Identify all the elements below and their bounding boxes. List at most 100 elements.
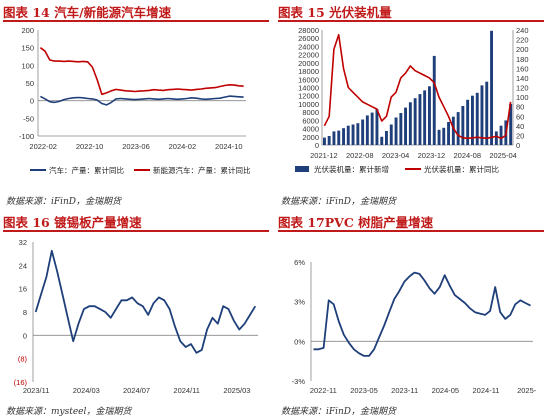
y-tick-label: 12000: [298, 92, 319, 101]
bar: [499, 125, 503, 145]
chart-panel-tinplate: 图表 16 镀锡板产量增速 32 24 16 8 0 (8) (16) 2023/11 2024…: [0, 210, 275, 419]
x-tick-label: 2023-05: [350, 386, 378, 395]
x-tick-label: 2024-10: [215, 142, 243, 151]
x-tick-label: 2022-10: [76, 142, 104, 151]
y-tick-label: 200: [21, 26, 34, 35]
y-tick-label: 8000: [302, 108, 319, 117]
bar: [385, 131, 388, 145]
x-tick-label: 2024/11: [173, 386, 200, 395]
x-tick-label: 2021-12: [310, 151, 338, 160]
y-tick-label: (8): [18, 355, 28, 364]
y-tick-label: 0: [30, 97, 34, 106]
y-tick-label: 100: [516, 93, 529, 102]
chart-panel-pvc: 图表 17PVC 树脂产量增速 6% 3% 0% -3% 2022-11 2023-05 2…: [275, 210, 550, 419]
bar: [337, 130, 341, 145]
bar: [332, 131, 336, 145]
bar: [323, 137, 326, 145]
y-tick-label: 140: [516, 74, 529, 83]
bar: [361, 119, 365, 145]
chart-source: 数据来源：iFinD，金瑞期货: [281, 407, 397, 417]
y-tick-label: 0%: [294, 337, 305, 346]
x-tick-label: 2024-05: [432, 386, 460, 395]
bar: [375, 109, 379, 145]
pvc-chart: 6% 3% 0% -3% 2022-11 2023-05 2023-11 2024-05 202…: [292, 258, 537, 395]
x-tick-label: 2025-04: [489, 151, 517, 160]
x-tick-label: 2023-06: [122, 142, 150, 151]
x-tick-label: 2024-11: [473, 386, 500, 395]
y-tick-label: 0: [315, 141, 319, 150]
bar: [490, 30, 493, 145]
y-tick-label: -3%: [292, 377, 306, 386]
title-rule: [3, 230, 269, 232]
chart-source: 数据来源：mysteel，金瑞期货: [6, 407, 132, 417]
bar: [380, 136, 384, 145]
bar: [346, 125, 350, 145]
x-tick-label: 2023-11: [391, 386, 418, 395]
bar: [370, 112, 374, 145]
bar: [423, 90, 427, 145]
y-tick-label: 100: [21, 61, 34, 70]
y-tick-label: 180: [516, 55, 529, 64]
y-tick-label: 6%: [294, 258, 305, 267]
x-tick-label: 2024-08: [453, 151, 481, 160]
y-tick-label: 220: [516, 36, 529, 45]
y-tick-label: 4000: [302, 125, 319, 134]
bar: [471, 95, 474, 145]
y-tick-label: 20000: [298, 59, 319, 68]
chart-panel-auto: 图表 14 汽车/新能源汽车增速 200 150 100 50 0 -50 -100 2022…: [0, 0, 275, 209]
y-tick-label: -100: [19, 132, 34, 141]
y-tick-label: 18000: [298, 67, 319, 76]
series-line-yoy: [323, 34, 512, 140]
series-line-pvc: [313, 271, 531, 357]
y-tick-label: 120: [516, 84, 529, 93]
bar: [418, 94, 422, 145]
y-tick-label: 24000: [298, 42, 319, 51]
y-tick-label: 32: [19, 238, 27, 247]
bar: [456, 112, 460, 145]
bar: [451, 116, 455, 145]
pv-chart: 2800026000240002200020000180001600014000…: [295, 26, 529, 174]
chart-panel-pv: 图表 15 光伏装机量 28000 26000 24000 22000 20000 180…: [275, 0, 550, 209]
bar: [356, 123, 360, 145]
y-tick-label: (16): [14, 378, 28, 387]
y-tick-label: 2000: [302, 133, 319, 142]
bar: [408, 102, 412, 145]
y-tick-label: 28000: [298, 26, 319, 35]
chart-source: 数据来源：iFinD，金瑞期货: [6, 197, 122, 207]
y-tick-label: 10000: [298, 100, 319, 109]
bar: [428, 86, 431, 145]
bar: [509, 103, 513, 145]
bar: [485, 81, 489, 145]
y-tick-label: 22000: [298, 51, 319, 60]
bar: [437, 129, 441, 145]
x-tick-label: 2022-11: [310, 386, 337, 395]
y-tick-label: 40: [516, 122, 524, 131]
x-tick-label: 2023-12: [418, 151, 446, 160]
chart-title: 图表 15 光伏装机量: [278, 5, 392, 20]
bar: [389, 124, 393, 145]
legend-swatch: [295, 166, 309, 172]
x-tick-label: 2024/03: [73, 386, 100, 395]
y-tick-label: 24: [19, 261, 27, 270]
x-tick-label: 2023-04: [382, 151, 410, 160]
chart-title: 图表 17PVC 树脂产量增速: [278, 215, 434, 230]
legend-label: 光伏装机量：累计新增: [314, 164, 389, 174]
y-tick-label: 0: [516, 141, 520, 150]
y-tick-label: 6000: [302, 116, 319, 125]
y-tick-label: 50: [26, 79, 34, 88]
y-tick-label: 240: [516, 26, 529, 35]
y-tick-label: 3%: [294, 298, 305, 307]
tinplate-chart: 32 24 16 8 0 (8) (16)2023/11 2024/03 2024/07 2024…: [14, 238, 258, 395]
y-tick-label: 200: [516, 45, 529, 54]
y-tick-label: 0: [23, 331, 27, 340]
bar: [466, 99, 470, 145]
bar: [399, 113, 403, 145]
bar: [327, 136, 331, 145]
bar: [461, 106, 465, 145]
bar: [442, 127, 446, 146]
bar: [394, 117, 398, 145]
bar: [342, 128, 345, 145]
bar: [413, 98, 417, 145]
bar: [432, 55, 436, 145]
